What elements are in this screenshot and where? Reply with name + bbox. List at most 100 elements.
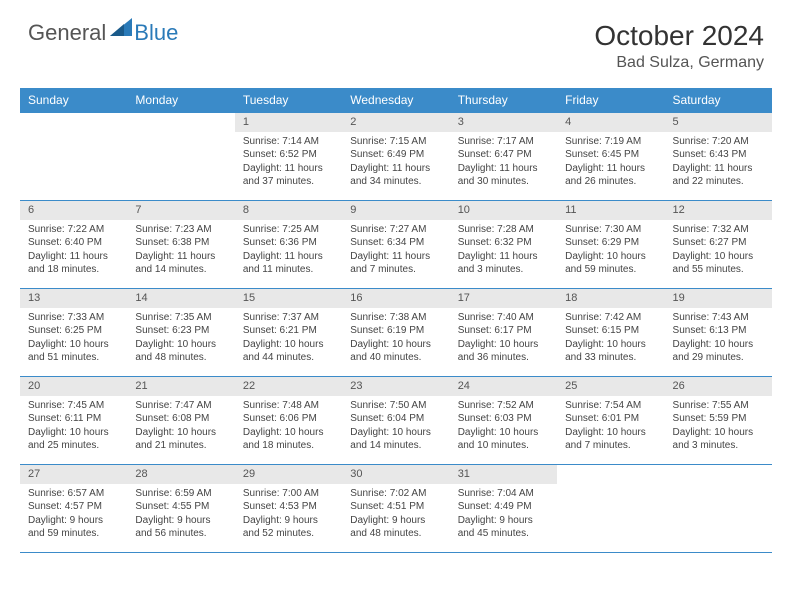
sunset-text: Sunset: 6:13 PM bbox=[673, 324, 764, 338]
sunrise-text: Sunrise: 7:20 AM bbox=[673, 135, 764, 149]
day-number: 30 bbox=[342, 465, 449, 484]
sunset-text: Sunset: 6:08 PM bbox=[135, 412, 226, 426]
day-number: 20 bbox=[20, 377, 127, 396]
calendar-row: 27Sunrise: 6:57 AMSunset: 4:57 PMDayligh… bbox=[20, 465, 772, 553]
daylight-text: Daylight: 9 hours and 52 minutes. bbox=[243, 514, 334, 541]
sunset-text: Sunset: 4:55 PM bbox=[135, 500, 226, 514]
day-content: Sunrise: 6:57 AMSunset: 4:57 PMDaylight:… bbox=[20, 484, 127, 545]
day-content: Sunrise: 7:02 AMSunset: 4:51 PMDaylight:… bbox=[342, 484, 449, 545]
weekday-header: Thursday bbox=[450, 88, 557, 113]
day-number: 17 bbox=[450, 289, 557, 308]
sunset-text: Sunset: 4:49 PM bbox=[458, 500, 549, 514]
day-content: Sunrise: 6:59 AMSunset: 4:55 PMDaylight:… bbox=[127, 484, 234, 545]
calendar-cell: 17Sunrise: 7:40 AMSunset: 6:17 PMDayligh… bbox=[450, 289, 557, 377]
sunrise-text: Sunrise: 7:37 AM bbox=[243, 311, 334, 325]
sunset-text: Sunset: 6:43 PM bbox=[673, 148, 764, 162]
calendar-cell: 9Sunrise: 7:27 AMSunset: 6:34 PMDaylight… bbox=[342, 201, 449, 289]
sunrise-text: Sunrise: 7:48 AM bbox=[243, 399, 334, 413]
calendar-body: 1Sunrise: 7:14 AMSunset: 6:52 PMDaylight… bbox=[20, 113, 772, 553]
daylight-text: Daylight: 10 hours and 40 minutes. bbox=[350, 338, 441, 365]
day-number: 31 bbox=[450, 465, 557, 484]
sunrise-text: Sunrise: 7:28 AM bbox=[458, 223, 549, 237]
logo-text-blue: Blue bbox=[134, 20, 178, 46]
day-number: 12 bbox=[665, 201, 772, 220]
day-number: 14 bbox=[127, 289, 234, 308]
daylight-text: Daylight: 10 hours and 14 minutes. bbox=[350, 426, 441, 453]
day-content: Sunrise: 7:45 AMSunset: 6:11 PMDaylight:… bbox=[20, 396, 127, 457]
sunrise-text: Sunrise: 7:30 AM bbox=[565, 223, 656, 237]
day-content: Sunrise: 7:00 AMSunset: 4:53 PMDaylight:… bbox=[235, 484, 342, 545]
day-content: Sunrise: 7:42 AMSunset: 6:15 PMDaylight:… bbox=[557, 308, 664, 369]
sunset-text: Sunset: 6:47 PM bbox=[458, 148, 549, 162]
calendar-cell: 19Sunrise: 7:43 AMSunset: 6:13 PMDayligh… bbox=[665, 289, 772, 377]
daylight-text: Daylight: 10 hours and 55 minutes. bbox=[673, 250, 764, 277]
sunrise-text: Sunrise: 7:45 AM bbox=[28, 399, 119, 413]
sunrise-text: Sunrise: 7:27 AM bbox=[350, 223, 441, 237]
daylight-text: Daylight: 10 hours and 7 minutes. bbox=[565, 426, 656, 453]
calendar-cell: 10Sunrise: 7:28 AMSunset: 6:32 PMDayligh… bbox=[450, 201, 557, 289]
sunrise-text: Sunrise: 7:22 AM bbox=[28, 223, 119, 237]
calendar-cell bbox=[127, 113, 234, 201]
calendar-cell: 8Sunrise: 7:25 AMSunset: 6:36 PMDaylight… bbox=[235, 201, 342, 289]
sunrise-text: Sunrise: 7:55 AM bbox=[673, 399, 764, 413]
calendar: SundayMondayTuesdayWednesdayThursdayFrid… bbox=[20, 88, 772, 553]
sunrise-text: Sunrise: 7:43 AM bbox=[673, 311, 764, 325]
calendar-cell: 25Sunrise: 7:54 AMSunset: 6:01 PMDayligh… bbox=[557, 377, 664, 465]
sunrise-text: Sunrise: 7:25 AM bbox=[243, 223, 334, 237]
daylight-text: Daylight: 10 hours and 29 minutes. bbox=[673, 338, 764, 365]
calendar-cell: 22Sunrise: 7:48 AMSunset: 6:06 PMDayligh… bbox=[235, 377, 342, 465]
sunset-text: Sunset: 6:03 PM bbox=[458, 412, 549, 426]
daylight-text: Daylight: 10 hours and 21 minutes. bbox=[135, 426, 226, 453]
day-content: Sunrise: 7:25 AMSunset: 6:36 PMDaylight:… bbox=[235, 220, 342, 281]
sunset-text: Sunset: 6:27 PM bbox=[673, 236, 764, 250]
day-content: Sunrise: 7:27 AMSunset: 6:34 PMDaylight:… bbox=[342, 220, 449, 281]
day-content: Sunrise: 7:33 AMSunset: 6:25 PMDaylight:… bbox=[20, 308, 127, 369]
calendar-cell: 14Sunrise: 7:35 AMSunset: 6:23 PMDayligh… bbox=[127, 289, 234, 377]
sunset-text: Sunset: 6:49 PM bbox=[350, 148, 441, 162]
day-content: Sunrise: 7:30 AMSunset: 6:29 PMDaylight:… bbox=[557, 220, 664, 281]
sunrise-text: Sunrise: 7:54 AM bbox=[565, 399, 656, 413]
sunset-text: Sunset: 6:36 PM bbox=[243, 236, 334, 250]
day-content: Sunrise: 7:20 AMSunset: 6:43 PMDaylight:… bbox=[665, 132, 772, 193]
sunrise-text: Sunrise: 7:35 AM bbox=[135, 311, 226, 325]
day-content: Sunrise: 7:43 AMSunset: 6:13 PMDaylight:… bbox=[665, 308, 772, 369]
sunset-text: Sunset: 6:34 PM bbox=[350, 236, 441, 250]
daylight-text: Daylight: 11 hours and 14 minutes. bbox=[135, 250, 226, 277]
daylight-text: Daylight: 11 hours and 7 minutes. bbox=[350, 250, 441, 277]
day-number: 13 bbox=[20, 289, 127, 308]
logo: General Blue bbox=[28, 20, 178, 46]
day-content: Sunrise: 7:19 AMSunset: 6:45 PMDaylight:… bbox=[557, 132, 664, 193]
day-content: Sunrise: 7:35 AMSunset: 6:23 PMDaylight:… bbox=[127, 308, 234, 369]
daylight-text: Daylight: 10 hours and 59 minutes. bbox=[565, 250, 656, 277]
daylight-text: Daylight: 10 hours and 44 minutes. bbox=[243, 338, 334, 365]
sunset-text: Sunset: 6:11 PM bbox=[28, 412, 119, 426]
sunrise-text: Sunrise: 6:59 AM bbox=[135, 487, 226, 501]
day-content: Sunrise: 7:38 AMSunset: 6:19 PMDaylight:… bbox=[342, 308, 449, 369]
day-number: 15 bbox=[235, 289, 342, 308]
title-block: October 2024 Bad Sulza, Germany bbox=[594, 20, 764, 72]
daylight-text: Daylight: 11 hours and 18 minutes. bbox=[28, 250, 119, 277]
weekday-header: Saturday bbox=[665, 88, 772, 113]
daylight-text: Daylight: 10 hours and 10 minutes. bbox=[458, 426, 549, 453]
day-content: Sunrise: 7:28 AMSunset: 6:32 PMDaylight:… bbox=[450, 220, 557, 281]
daylight-text: Daylight: 10 hours and 48 minutes. bbox=[135, 338, 226, 365]
day-number: 2 bbox=[342, 113, 449, 132]
sunset-text: Sunset: 6:04 PM bbox=[350, 412, 441, 426]
sunset-text: Sunset: 6:38 PM bbox=[135, 236, 226, 250]
sunset-text: Sunset: 6:29 PM bbox=[565, 236, 656, 250]
day-content: Sunrise: 7:15 AMSunset: 6:49 PMDaylight:… bbox=[342, 132, 449, 193]
calendar-row: 1Sunrise: 7:14 AMSunset: 6:52 PMDaylight… bbox=[20, 113, 772, 201]
calendar-cell: 4Sunrise: 7:19 AMSunset: 6:45 PMDaylight… bbox=[557, 113, 664, 201]
calendar-cell: 5Sunrise: 7:20 AMSunset: 6:43 PMDaylight… bbox=[665, 113, 772, 201]
daylight-text: Daylight: 11 hours and 3 minutes. bbox=[458, 250, 549, 277]
calendar-cell: 18Sunrise: 7:42 AMSunset: 6:15 PMDayligh… bbox=[557, 289, 664, 377]
weekday-header: Monday bbox=[127, 88, 234, 113]
daylight-text: Daylight: 10 hours and 25 minutes. bbox=[28, 426, 119, 453]
sunset-text: Sunset: 6:01 PM bbox=[565, 412, 656, 426]
calendar-cell: 12 Sunrise: 7:32 AMSunset: 6:27 PMDayligh… bbox=[665, 201, 772, 289]
sunrise-text: Sunrise: 7:32 AM bbox=[673, 223, 764, 237]
calendar-cell: 30Sunrise: 7:02 AMSunset: 4:51 PMDayligh… bbox=[342, 465, 449, 553]
day-number: 8 bbox=[235, 201, 342, 220]
sunset-text: Sunset: 6:19 PM bbox=[350, 324, 441, 338]
sunset-text: Sunset: 6:06 PM bbox=[243, 412, 334, 426]
